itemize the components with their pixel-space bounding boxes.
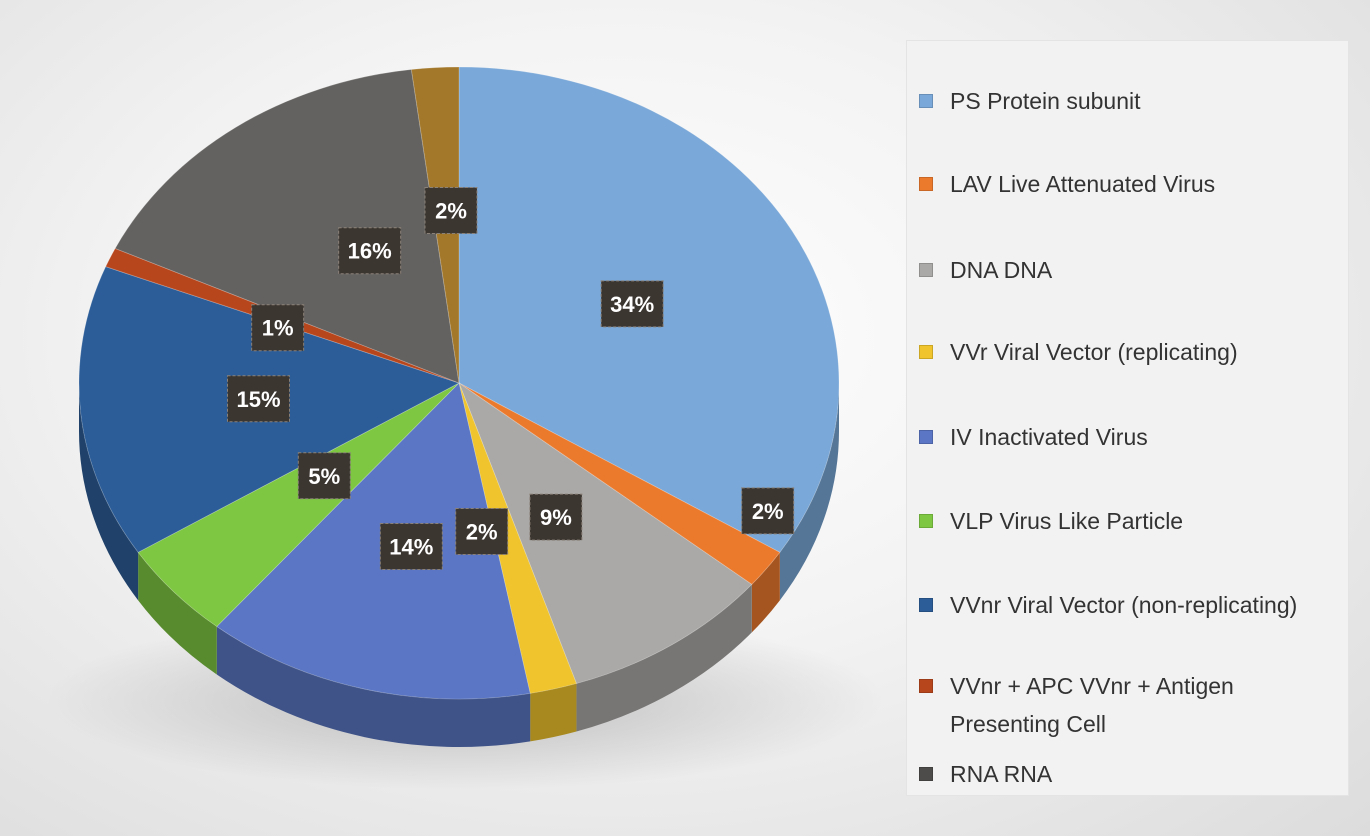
legend-swatch — [919, 514, 933, 528]
legend-label: PS Protein subunit — [950, 88, 1141, 114]
legend-label: RNA RNA — [950, 761, 1053, 787]
data-label-text: 2% — [466, 519, 498, 544]
data-label-text: 5% — [308, 464, 340, 489]
data-label-box — [338, 227, 402, 275]
data-label-box — [741, 487, 795, 535]
pie-side-ps-protein-subunit — [779, 383, 839, 601]
pie-slice-dna-dna — [458, 381, 753, 685]
legend: PS Protein subunit LAV Live Attenuated V… — [906, 40, 1349, 796]
pie-side-lav-live-attenuated-virus — [751, 552, 780, 633]
data-label-box — [424, 187, 478, 235]
data-label-vvnr-viral-vector-non-replicating: 15% — [226, 375, 290, 423]
data-label-box — [600, 280, 664, 328]
pie-side-dna-dna — [576, 584, 752, 732]
data-label-text: 2% — [435, 199, 467, 224]
data-label-box — [297, 452, 351, 500]
pie-side-iv-inactivated-virus — [216, 626, 531, 748]
data-label-vlp-virus-like-particle: 5% — [297, 452, 351, 500]
data-label-box — [455, 507, 509, 555]
legend-swatch — [919, 430, 933, 444]
data-label-box — [379, 522, 443, 570]
data-label-text: 2% — [752, 499, 784, 524]
data-label-box — [529, 493, 583, 541]
data-label-vvr-viral-vector-replicating: 2% — [455, 507, 509, 555]
data-label-rna-rna: 16% — [338, 227, 402, 275]
pie-label-layer: 34% 2% 9% 2% 14% 5% 15% 1% 16% 2% — [226, 187, 795, 570]
legend-swatch — [919, 767, 933, 781]
pie-slice-vlp-virus-like-particle — [137, 382, 460, 628]
pie-slice-vvr-viral-vector-replicating — [458, 382, 577, 694]
legend-label: VVnr Viral Vector (non-replicating) — [950, 592, 1298, 618]
data-label-iv-inactivated-virus: 14% — [379, 522, 443, 570]
legend-swatch — [919, 345, 933, 359]
legend-label: VLP Virus Like Particle — [950, 508, 1184, 534]
data-label-text: 15% — [236, 387, 280, 412]
data-label-text: 34% — [610, 292, 654, 317]
legend-swatch — [919, 177, 933, 191]
data-label-text: 9% — [540, 505, 572, 530]
pie-side-vvr-viral-vector-replicating — [530, 683, 577, 742]
pie-slice-rna-rna — [114, 69, 460, 384]
pie-side-vvnr-viral-vector-non-replicating — [79, 383, 139, 601]
data-label-text: 1% — [262, 316, 294, 341]
legend-swatch — [919, 94, 933, 108]
legend-swatch — [919, 263, 933, 277]
pie-side-layer — [79, 383, 839, 748]
legend-swatch — [919, 598, 933, 612]
data-label-vvnr-apc-vvnr-antigen-presenting-cell: 1% — [251, 304, 305, 352]
pie-slice-lav-live-attenuated-virus — [458, 382, 781, 585]
data-label-slice: 2% — [424, 187, 478, 235]
data-label-box — [226, 375, 290, 423]
legend-label: VVr Viral Vector (replicating) — [950, 339, 1238, 365]
pie-top-layer — [78, 66, 840, 700]
pie-slice-iv-inactivated-virus — [216, 382, 531, 700]
data-label-text: 16% — [348, 239, 392, 264]
data-label-text: 14% — [389, 534, 433, 559]
legend-swatch — [919, 679, 933, 693]
data-label-ps-protein-subunit: 34% — [600, 280, 664, 328]
legend-label: DNA DNA — [950, 257, 1053, 283]
legend-label: VVnr + APC VVnr + Antigen Presenting Cel… — [950, 673, 1234, 737]
pie-side-vlp-virus-like-particle — [138, 552, 217, 675]
legend-label: IV Inactivated Virus — [950, 424, 1148, 450]
data-label-box — [251, 304, 305, 352]
legend-label: LAV Live Attenuated Virus — [950, 171, 1216, 197]
data-label-lav-live-attenuated-virus: 2% — [741, 487, 795, 535]
pie-chart: 34% 2% 9% 2% 14% 5% 15% 1% 16% 2% — [45, 66, 885, 790]
data-label-dna-dna: 9% — [529, 493, 583, 541]
